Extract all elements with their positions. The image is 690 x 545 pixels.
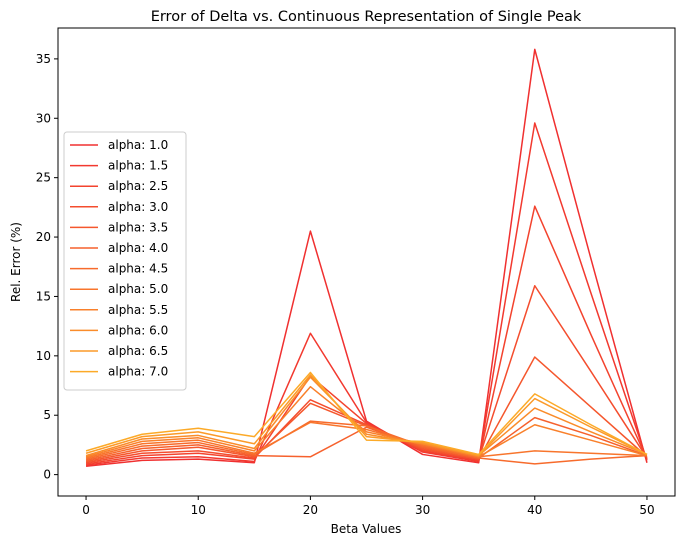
- legend-label-0: alpha: 1.0: [108, 138, 168, 152]
- y-axis: 0 5 10 15 20 25 30 35: [36, 52, 58, 482]
- x-axis: 0 10 20 30 40 50: [82, 496, 655, 517]
- y-tick-label: 35: [36, 52, 51, 66]
- legend-label-4: alpha: 3.5: [108, 220, 168, 234]
- x-tick-label: 40: [527, 503, 542, 517]
- legend-label-7: alpha: 5.0: [108, 282, 168, 296]
- x-tick-label: 50: [639, 503, 654, 517]
- y-tick-label: 20: [36, 230, 51, 244]
- legend-label-3: alpha: 3.0: [108, 200, 168, 214]
- plot-lines: [85, 48, 648, 468]
- legend-label-2: alpha: 2.5: [108, 179, 168, 193]
- legend-label-9: alpha: 6.0: [108, 323, 168, 337]
- x-tick-label: 20: [303, 503, 318, 517]
- series-line-7: [85, 421, 647, 459]
- y-tick-label: 0: [43, 468, 51, 482]
- y-tick-label: 25: [36, 171, 51, 185]
- series-line-5: [85, 416, 648, 462]
- y-tick-label: 30: [36, 111, 51, 125]
- legend-label-1: alpha: 1.5: [108, 159, 168, 173]
- x-axis-title: Beta Values: [331, 522, 402, 536]
- legend-box: [63, 131, 187, 391]
- series-line-1: [85, 122, 648, 466]
- legend-label-6: alpha: 4.5: [108, 262, 168, 276]
- series-line-11: [85, 371, 648, 456]
- legend-label-11: alpha: 7.0: [108, 365, 168, 379]
- x-tick-label: 30: [415, 503, 430, 517]
- y-tick-label: 10: [36, 349, 51, 363]
- legend-label-5: alpha: 4.0: [108, 241, 168, 255]
- y-tick-label: 5: [43, 408, 51, 422]
- y-tick-label: 15: [36, 289, 51, 303]
- series-line-9: [85, 376, 648, 457]
- series-line-8: [85, 385, 648, 458]
- y-axis-title: Rel. Error (%): [9, 222, 23, 302]
- x-tick-label: 10: [191, 503, 206, 517]
- legend: alpha: 1.0 alpha: 1.5 alpha: 2.5 alpha: 3.0…: [63, 131, 187, 391]
- chart-title: Error of Delta vs. Continuous Representa…: [151, 9, 582, 25]
- legend-label-10: alpha: 6.5: [108, 344, 168, 358]
- series-line-10: [85, 374, 648, 457]
- x-tick-label: 0: [82, 503, 90, 517]
- series-line-2: [85, 205, 648, 465]
- series-line-3: [85, 285, 648, 464]
- legend-label-8: alpha: 5.5: [108, 303, 168, 317]
- series-line-6: [85, 420, 647, 465]
- plot-frame: [57, 27, 676, 497]
